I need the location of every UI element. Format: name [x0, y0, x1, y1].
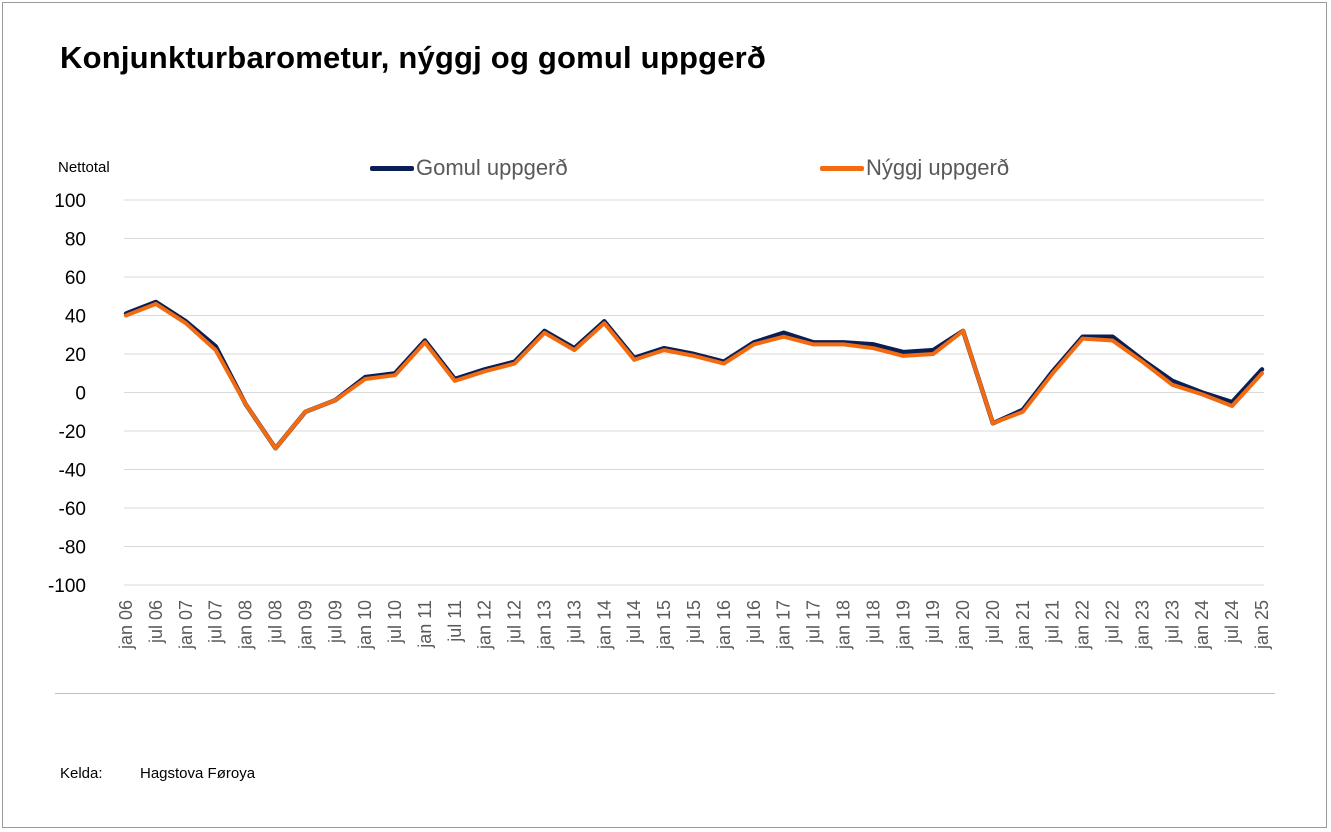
- x-tick-label: jul 08: [265, 600, 285, 644]
- x-tick-label: jan 20: [953, 600, 973, 650]
- x-tick-label: jul 23: [1162, 600, 1182, 644]
- chart-title: Konjunkturbarometur, nýggj og gomul uppg…: [60, 40, 767, 75]
- x-tick-label: jul 15: [684, 600, 704, 644]
- y-tick-label: -100: [48, 576, 86, 597]
- x-tick-label: jul 14: [624, 600, 644, 644]
- y-tick-label: -20: [59, 422, 86, 443]
- x-tick-label: jan 08: [236, 600, 256, 650]
- x-tick-label: jan 23: [1132, 600, 1152, 650]
- x-tick-label: jan 25: [1252, 600, 1272, 650]
- x-tick-label: jul 22: [1103, 600, 1123, 644]
- x-tick-label: jul 17: [804, 600, 824, 644]
- legend-item-nyggj: Nýggj uppgerð: [820, 155, 1009, 181]
- x-tick-label: jul 16: [744, 600, 764, 644]
- legend-swatch-gomul: [370, 165, 414, 171]
- x-tick-label: jan 21: [1013, 600, 1033, 650]
- y-axis-label: Nettotal: [58, 159, 110, 176]
- x-tick-label: jan 24: [1192, 600, 1212, 650]
- legend-label-gomul: Gomul uppgerð: [416, 155, 568, 180]
- x-tick-label: jan 14: [594, 600, 614, 650]
- x-tick-label: jan 13: [535, 600, 555, 650]
- y-tick-label: 40: [65, 307, 86, 328]
- y-tick-label: 80: [65, 230, 86, 251]
- x-tick-label: jul 18: [863, 600, 883, 644]
- x-tick-label: jul 10: [385, 600, 405, 644]
- x-tick-label: jan 18: [833, 600, 853, 650]
- x-tick-label: jan 19: [893, 600, 913, 650]
- y-tick-label: -40: [59, 461, 86, 482]
- y-tick-label: 0: [75, 384, 86, 405]
- legend-item-gomul: Gomul uppgerð: [370, 155, 568, 181]
- x-tick-label: jan 17: [774, 600, 794, 650]
- series-line-gomul: [123, 299, 1265, 451]
- x-tick-label: jan 10: [355, 600, 375, 650]
- legend-swatch-nyggj: [820, 165, 864, 171]
- y-tick-label: 60: [65, 268, 86, 289]
- source-label: Kelda:: [60, 765, 103, 782]
- x-tick-label: jul 21: [1043, 600, 1063, 644]
- x-tick-label: jul 20: [983, 600, 1003, 644]
- source-value: Hagstova Føroya: [140, 765, 256, 782]
- y-tick-label: 20: [65, 345, 86, 366]
- x-tick-label: jan 11: [415, 600, 435, 649]
- x-tick-label: jan 15: [654, 600, 674, 650]
- x-tick-label: jul 06: [146, 600, 166, 644]
- y-tick-label: -80: [59, 538, 86, 559]
- x-tick-label: jan 06: [116, 600, 136, 650]
- y-tick-label: -60: [59, 499, 86, 520]
- series-line-nyggj: [124, 301, 1264, 451]
- x-tick-label: jul 13: [564, 600, 584, 644]
- legend-label-nyggj: Nýggj uppgerð: [866, 155, 1010, 180]
- x-tick-label: jan 07: [176, 600, 196, 650]
- x-tick-label: jul 11: [445, 600, 465, 643]
- footer-divider: [55, 693, 1275, 694]
- x-tick-label: jul 12: [505, 600, 525, 644]
- y-tick-label: 100: [54, 191, 86, 212]
- x-tick-label: jul 09: [325, 600, 345, 644]
- x-tick-label: jan 22: [1073, 600, 1093, 650]
- x-tick-label: jan 09: [295, 600, 315, 650]
- x-tick-label: jul 24: [1222, 600, 1242, 644]
- x-tick-label: jul 19: [923, 600, 943, 644]
- x-tick-label: jan 16: [714, 600, 734, 650]
- x-tick-label: jul 07: [206, 600, 226, 644]
- x-tick-label: jan 12: [475, 600, 495, 650]
